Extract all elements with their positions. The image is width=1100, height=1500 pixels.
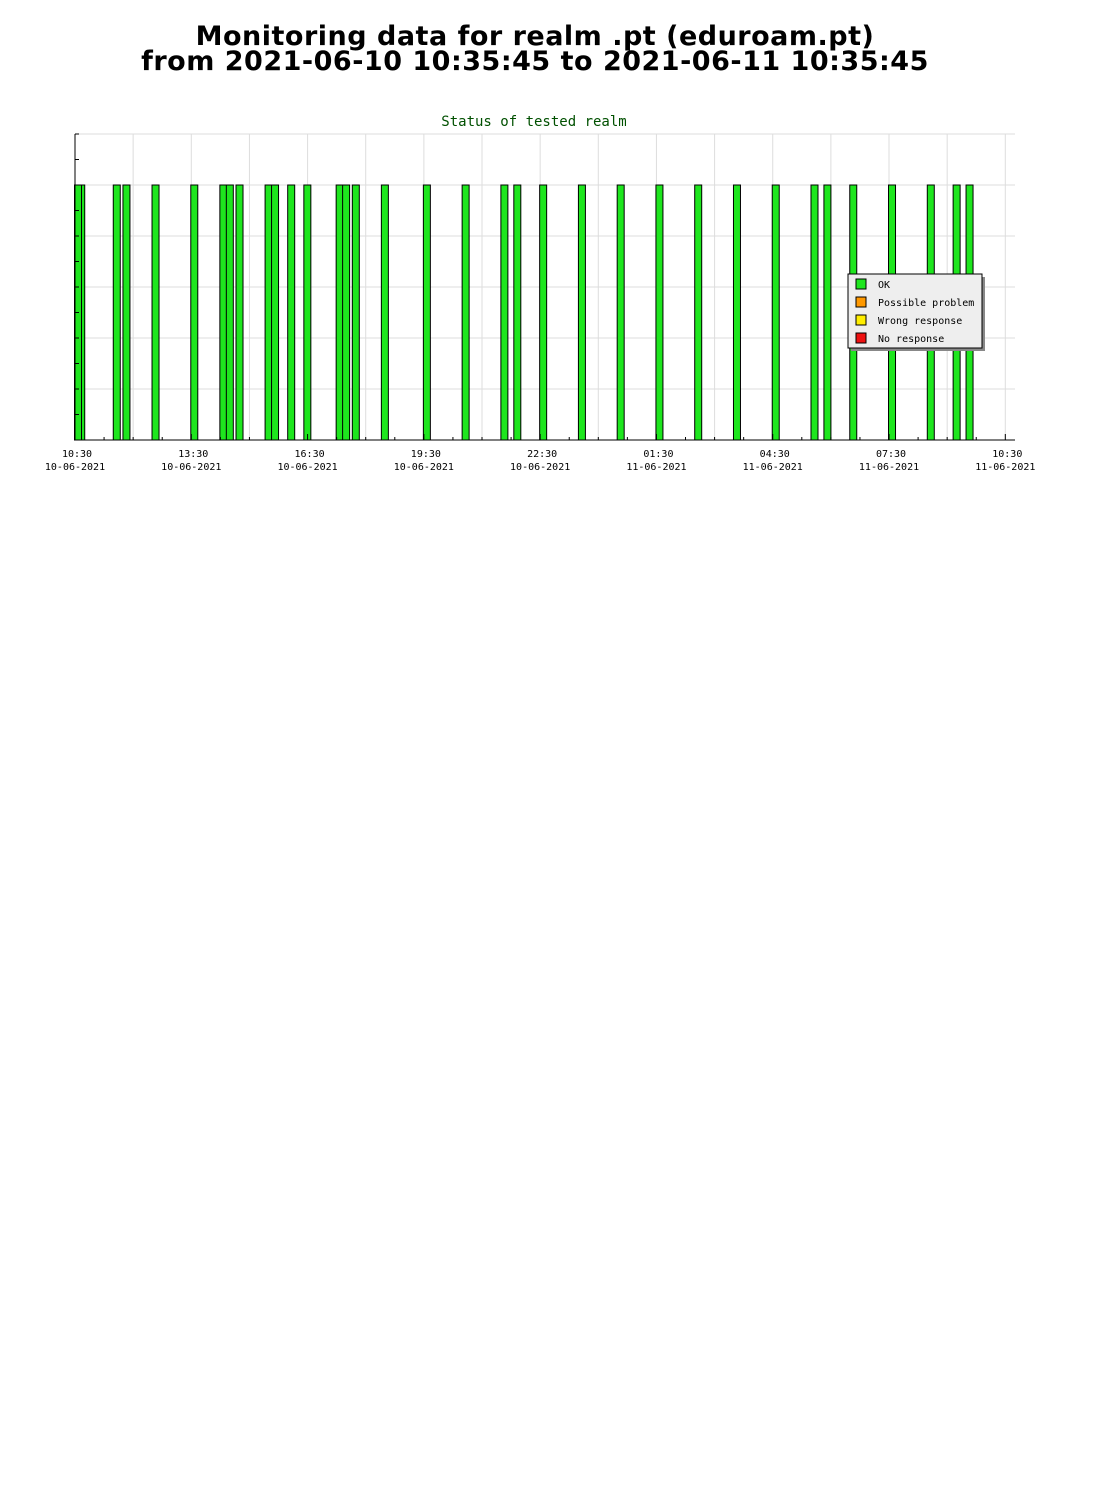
x-tick-label-date: 10-06-2021 — [510, 462, 570, 473]
x-tick-label-date: 10-06-2021 — [277, 462, 337, 473]
bar-ok — [771, 184, 780, 441]
bar-ok — [461, 184, 470, 441]
bar-ok — [513, 184, 522, 441]
chart-title: Status of tested realm — [441, 114, 626, 130]
bar-ok — [190, 184, 199, 441]
legend-swatch — [855, 314, 867, 326]
x-tick-label-time: 16:30 — [295, 449, 325, 460]
x-tick-label-time: 10:30 — [62, 449, 92, 460]
bar-ok — [235, 184, 244, 441]
chart-bars — [74, 184, 974, 441]
bar-ok — [823, 184, 832, 441]
bar-ok — [351, 184, 360, 441]
bar-ok — [655, 184, 664, 441]
bar-ok — [225, 184, 234, 441]
bar-ok — [694, 184, 703, 441]
bar-ok — [732, 184, 741, 441]
legend-box — [847, 273, 983, 349]
x-tick-label-time: 07:30 — [876, 449, 906, 460]
bar-ok — [264, 184, 273, 441]
legend-swatch — [855, 296, 867, 308]
x-tick-label-date: 11-06-2021 — [743, 462, 803, 473]
chart-axes — [74, 133, 1015, 441]
chart-legend: OK Possible problem Wrong response No respo… — [847, 273, 985, 351]
x-axis-labels: 10:30 10-06-2021 13:30 10-06-2021 16:30 10-06… — [45, 449, 1036, 473]
bar-ok — [616, 184, 625, 441]
bar-ok — [810, 184, 819, 441]
x-tick-label-date: 11-06-2021 — [859, 462, 919, 473]
bar-ok — [271, 184, 280, 441]
bar-ok — [335, 184, 344, 441]
x-tick-label-time: 01:30 — [643, 449, 673, 460]
page-title: Monitoring data for realm .pt (eduroam.p… — [0, 21, 1070, 77]
bar-ok — [287, 184, 296, 441]
x-tick-label-date: 10-06-2021 — [45, 462, 105, 473]
page-title-line-1: Monitoring data for realm .pt (eduroam.p… — [195, 21, 875, 52]
page-title-line-2: from 2021-06-10 10:35:45 to 2021-06-11 1… — [141, 46, 929, 77]
legend-label: Wrong response — [878, 316, 962, 327]
bar-ok — [303, 184, 312, 441]
bar-ok — [112, 184, 121, 441]
x-tick-label-date: 11-06-2021 — [626, 462, 686, 473]
bar-ok — [380, 184, 389, 441]
legend-label: No response — [878, 334, 944, 345]
legend-label: OK — [878, 280, 890, 291]
legend-swatch — [855, 332, 867, 344]
status-chart: Status of tested realm 10:30 10-06-2021 13… — [45, 114, 1036, 473]
x-tick-label-time: 22:30 — [527, 449, 557, 460]
legend-label: Possible problem — [878, 298, 974, 309]
bar-ok — [122, 184, 131, 441]
x-tick-label-time: 10:30 — [992, 449, 1022, 460]
x-tick-label-date: 11-06-2021 — [975, 462, 1035, 473]
x-tick-label-date: 10-06-2021 — [394, 462, 454, 473]
bar-ok — [500, 184, 509, 441]
bar-ok — [422, 184, 431, 441]
x-tick-label-time: 13:30 — [178, 449, 208, 460]
bar-ok — [151, 184, 160, 441]
x-tick-label-time: 04:30 — [760, 449, 790, 460]
x-tick-label-time: 19:30 — [411, 449, 441, 460]
bar-ok — [577, 184, 586, 441]
bar-ok — [342, 184, 351, 441]
x-tick-label-date: 10-06-2021 — [161, 462, 221, 473]
bar-ok — [539, 184, 548, 441]
bar-ok — [219, 184, 228, 441]
legend-swatch — [855, 278, 867, 290]
